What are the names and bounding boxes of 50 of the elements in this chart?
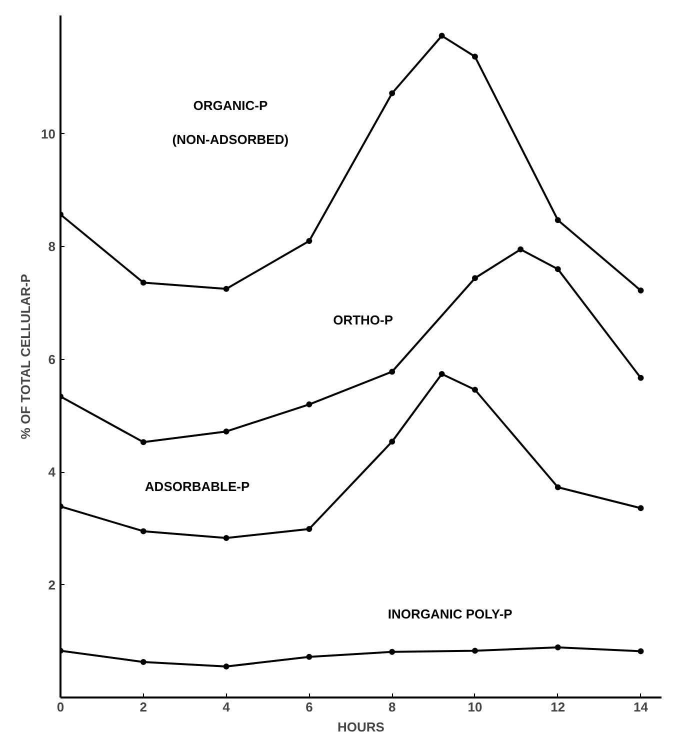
x-tick-label: 10 <box>468 700 482 714</box>
point <box>389 438 396 445</box>
point <box>638 648 644 654</box>
point <box>223 428 230 434</box>
x-tick-label: 8 <box>388 700 396 714</box>
point <box>223 534 230 541</box>
point <box>140 280 146 286</box>
text: ADSORBABLE-P <box>144 479 250 494</box>
point <box>140 658 146 665</box>
point <box>472 275 478 282</box>
x-tick-label: 2 <box>140 700 148 714</box>
x-tick-label: 6 <box>306 700 313 714</box>
text: ORTHO-P <box>333 312 394 328</box>
point <box>438 370 445 377</box>
point <box>140 528 146 534</box>
point <box>140 439 146 446</box>
point <box>472 386 478 393</box>
point <box>438 32 445 39</box>
point <box>389 648 396 655</box>
y-tick-label: 6 <box>48 352 56 367</box>
x-tick-label: 12 <box>550 700 566 714</box>
point <box>306 654 312 660</box>
point <box>306 401 312 408</box>
x-tick-label: 0 <box>56 700 64 714</box>
x-axis-title: HOURS <box>338 720 385 734</box>
text: INORGANIC POLY-P <box>388 606 513 622</box>
point <box>638 505 644 512</box>
point <box>554 484 561 490</box>
y-tick-label: 4 <box>48 464 56 480</box>
y-tick-label: 10 <box>41 126 56 142</box>
point <box>554 644 561 650</box>
y-tick-label: 8 <box>48 239 56 254</box>
point <box>223 664 230 670</box>
point <box>306 238 312 244</box>
point <box>472 648 478 654</box>
point <box>389 90 396 96</box>
point <box>223 286 230 292</box>
y-axis-title: % OF TOTAL CELLULAR-P <box>18 274 34 440</box>
point <box>306 526 312 532</box>
x-tick-label: 14 <box>634 700 649 714</box>
point <box>638 374 644 381</box>
text: ORGANIC-P (NON-ADSORBED) <box>172 98 289 147</box>
x-tick-label: 4 <box>222 700 231 714</box>
point <box>554 266 561 272</box>
point <box>638 288 644 294</box>
point <box>472 54 478 60</box>
point <box>518 246 524 252</box>
point <box>389 368 396 375</box>
y-tick-label: 2 <box>48 577 56 592</box>
point <box>554 217 561 224</box>
